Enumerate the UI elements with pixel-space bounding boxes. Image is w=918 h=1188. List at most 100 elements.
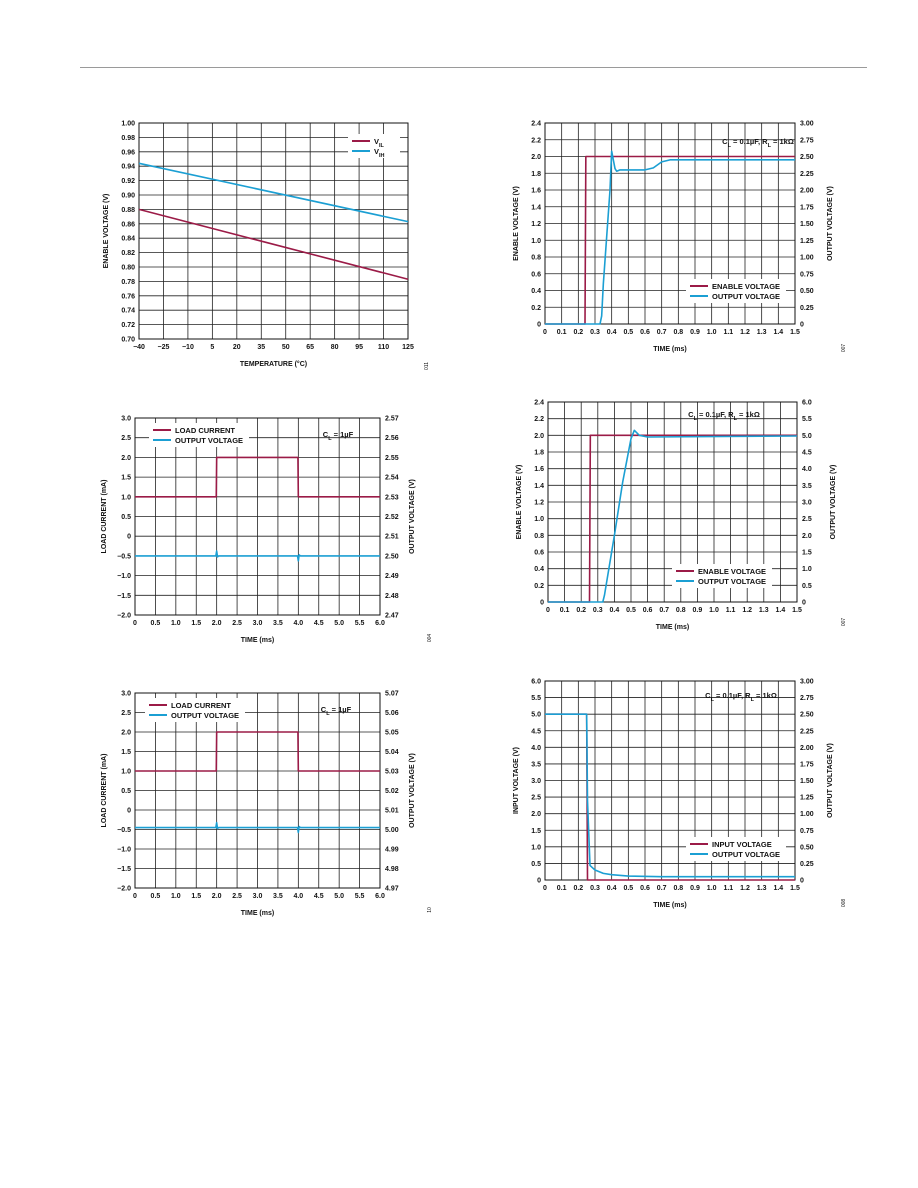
y2-tick-label: 1.5 xyxy=(802,550,812,557)
y-tick-label: −1.5 xyxy=(117,593,131,600)
x-tick-label: 50 xyxy=(282,344,290,351)
y-tick-label: −1.0 xyxy=(117,573,131,580)
x-tick-label: 3.0 xyxy=(253,893,263,900)
legend-bg xyxy=(686,279,786,303)
x-tick-label: 0.9 xyxy=(693,607,703,614)
legend-entry: OUTPUT VOLTAGE xyxy=(712,850,780,859)
x-tick-label: 0 xyxy=(543,885,547,892)
x-tick-label: 1.5 xyxy=(790,885,800,892)
x-tick-label: 5.5 xyxy=(355,893,365,900)
y-tick-label: 1.4 xyxy=(534,483,544,490)
y2-tick-label: 2.50 xyxy=(385,553,399,560)
x-tick-label: 1.5 xyxy=(790,329,800,336)
y2-tick-label: 2.75 xyxy=(800,137,814,144)
chart-6: 0 0.1 0.2 0.3 0.4 0.5 0.6 0.7 0.8 0.9 1.0 1.1 1.2 1.3… xyxy=(513,679,847,910)
y2-tick-label: 5.04 xyxy=(385,749,399,756)
y2-tick-label: 6.0 xyxy=(802,400,812,407)
y2-tick-label: 2.56 xyxy=(385,435,399,442)
y2-tick-label: 5.07 xyxy=(385,691,399,698)
legend-bg xyxy=(686,837,786,861)
x-tick-label: 0.2 xyxy=(573,329,583,336)
x-tick-label: 0.5 xyxy=(626,607,636,614)
legend-entry: LOAD CURRENT xyxy=(171,701,231,710)
y-tick-label: 1.00 xyxy=(121,121,135,128)
y-tick-label: 2.5 xyxy=(121,710,131,717)
y2-tick-label: 1.50 xyxy=(800,778,814,785)
legend-entry: ENABLE VOLTAGE xyxy=(698,567,766,576)
x-tick-label: 0.4 xyxy=(610,607,620,614)
y2-tick-label: 0.75 xyxy=(800,828,814,835)
x-tick-label: 35 xyxy=(257,344,265,351)
y2-tick-label: 1.75 xyxy=(800,204,814,211)
x-tick-label: 6.0 xyxy=(375,893,385,900)
y-tick-label: 0.88 xyxy=(121,207,135,214)
legend-bg xyxy=(348,134,400,158)
y-tick-label: 1.5 xyxy=(121,475,131,482)
y-tick-label: 0.90 xyxy=(121,193,135,200)
legend-bg xyxy=(672,564,772,588)
x-tick-label: 0 xyxy=(133,620,137,627)
x-tick-label: 1.0 xyxy=(707,885,717,892)
y2-tick-label: 5.01 xyxy=(385,808,399,815)
x-tick-label: 5.0 xyxy=(334,893,344,900)
chart-4: 0 0.1 0.2 0.3 0.4 0.5 0.6 0.7 0.8 0.9 1.0 1.1 1.2 1.3… xyxy=(516,400,847,632)
x-tick-label: −10 xyxy=(182,344,194,351)
series-line-2 xyxy=(135,821,380,834)
y-tick-label: 0.84 xyxy=(121,236,135,243)
y2-tick-label: 0 xyxy=(800,322,804,329)
y2-tick-label: 3.0 xyxy=(802,500,812,507)
y-tick-label: 1.5 xyxy=(531,828,541,835)
x-tick-label: 0.6 xyxy=(640,885,650,892)
y-tick-label: 0.72 xyxy=(121,322,135,329)
x-tick-label: 5.0 xyxy=(334,620,344,627)
y-tick-label: 1.8 xyxy=(531,171,541,178)
y-tick-label: 0.8 xyxy=(534,533,544,540)
y2-tick-label: 3.00 xyxy=(800,679,814,686)
y-tick-label: 1.8 xyxy=(534,450,544,457)
y-tick-label: −1.0 xyxy=(117,847,131,854)
y2-axis-label: OUTPUT VOLTAGE (V) xyxy=(409,753,416,828)
y2-tick-label: 5.05 xyxy=(385,730,399,737)
y-tick-label: 0.8 xyxy=(531,255,541,262)
y2-axis-label: OUTPUT VOLTAGE (V) xyxy=(827,743,834,818)
y-tick-label: 0 xyxy=(540,600,544,607)
y2-tick-label: 2.47 xyxy=(385,613,399,620)
y-tick-label: 1.0 xyxy=(121,769,131,776)
y-tick-label: 2.0 xyxy=(531,811,541,818)
y-axis-label: ENABLE VOLTAGE (V) xyxy=(513,186,520,261)
y2-tick-label: 1.50 xyxy=(800,221,814,228)
y2-tick-label: 0 xyxy=(800,878,804,885)
y-tick-label: 2.0 xyxy=(121,455,131,462)
x-axis-label: TEMPERATURE (°C) xyxy=(240,360,307,368)
y-axis-label: ENABLE VOLTAGE (V) xyxy=(103,194,110,269)
y2-tick-label: 0.75 xyxy=(800,271,814,278)
x-tick-label: 0.5 xyxy=(623,885,633,892)
y2-tick-label: 0 xyxy=(802,600,806,607)
x-tick-label: 0.9 xyxy=(690,329,700,336)
series-line-1 xyxy=(135,731,380,772)
x-tick-label: 0.2 xyxy=(573,885,583,892)
x-tick-label: 1.5 xyxy=(191,893,201,900)
y2-tick-label: 0.25 xyxy=(800,305,814,312)
series-line-1 xyxy=(135,456,380,498)
y2-tick-label: 2.50 xyxy=(800,712,814,719)
x-tick-label: 110 xyxy=(378,344,389,351)
x-tick-label: 20 xyxy=(233,344,241,351)
y-tick-label: 2.0 xyxy=(121,730,131,737)
legend-entry: OUTPUT VOLTAGE xyxy=(698,577,766,586)
legend-entry: LOAD CURRENT xyxy=(175,426,235,435)
y-tick-label: 0.5 xyxy=(121,788,131,795)
x-axis-label: TIME (ms) xyxy=(653,902,686,909)
y-axis-label: INPUT VOLTAGE (V) xyxy=(513,747,520,814)
x-tick-label: 1.0 xyxy=(709,607,719,614)
figure-id: 004 xyxy=(427,634,433,643)
x-tick-label: −40 xyxy=(133,344,145,351)
x-tick-label: 5.5 xyxy=(355,620,365,627)
annotation: CL = 0.1µF, RL = 1kΩ xyxy=(722,137,794,149)
y-tick-label: 4.0 xyxy=(531,745,541,752)
figure-id: 011 xyxy=(424,362,430,370)
x-tick-label: 1.3 xyxy=(757,329,767,336)
x-tick-label: 1.5 xyxy=(191,620,201,627)
